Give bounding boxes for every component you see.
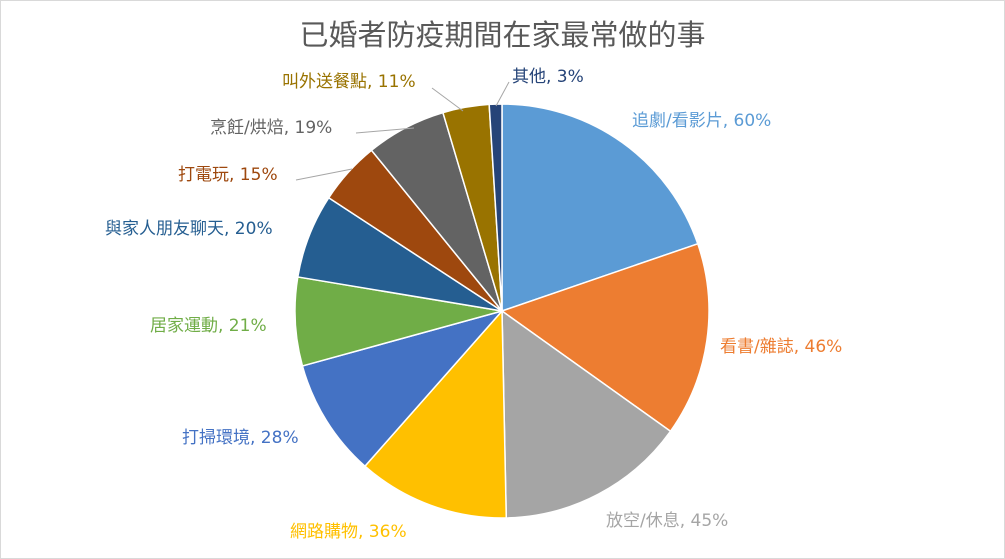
pie-slice-11 xyxy=(488,103,503,312)
pie-slice-4 xyxy=(363,309,508,519)
slice-label-1: 追劇/看影片, 60% xyxy=(632,111,771,131)
leader-line-10 xyxy=(431,87,464,112)
pie-slice-1 xyxy=(501,103,699,313)
pie-slice-2 xyxy=(500,242,710,433)
leader-line-11 xyxy=(495,81,510,107)
slice-label-4: 網路購物, 36% xyxy=(290,522,407,542)
leader-line-9 xyxy=(355,127,415,134)
pie-slice-3 xyxy=(501,309,672,519)
slice-label-3: 放空/休息, 45% xyxy=(606,511,728,531)
slice-label-8: 打電玩, 15% xyxy=(178,165,278,185)
slice-label-10: 叫外送餐點, 11% xyxy=(282,72,416,92)
slice-label-5: 打掃環境, 28% xyxy=(182,428,299,448)
slice-label-9: 烹飪/烘焙, 19% xyxy=(210,117,332,138)
slice-label-6: 居家運動, 21% xyxy=(150,316,267,336)
slice-label-7: 與家人朋友聊天, 20% xyxy=(105,219,273,239)
pie-slice-5 xyxy=(301,309,505,468)
slice-label-11: 其他, 3% xyxy=(512,67,584,87)
leader-line-8 xyxy=(295,168,353,181)
slice-label-2: 看書/雜誌, 46% xyxy=(720,337,842,357)
chart-title: 已婚者防疫期間在家最常做的事 xyxy=(299,18,706,52)
